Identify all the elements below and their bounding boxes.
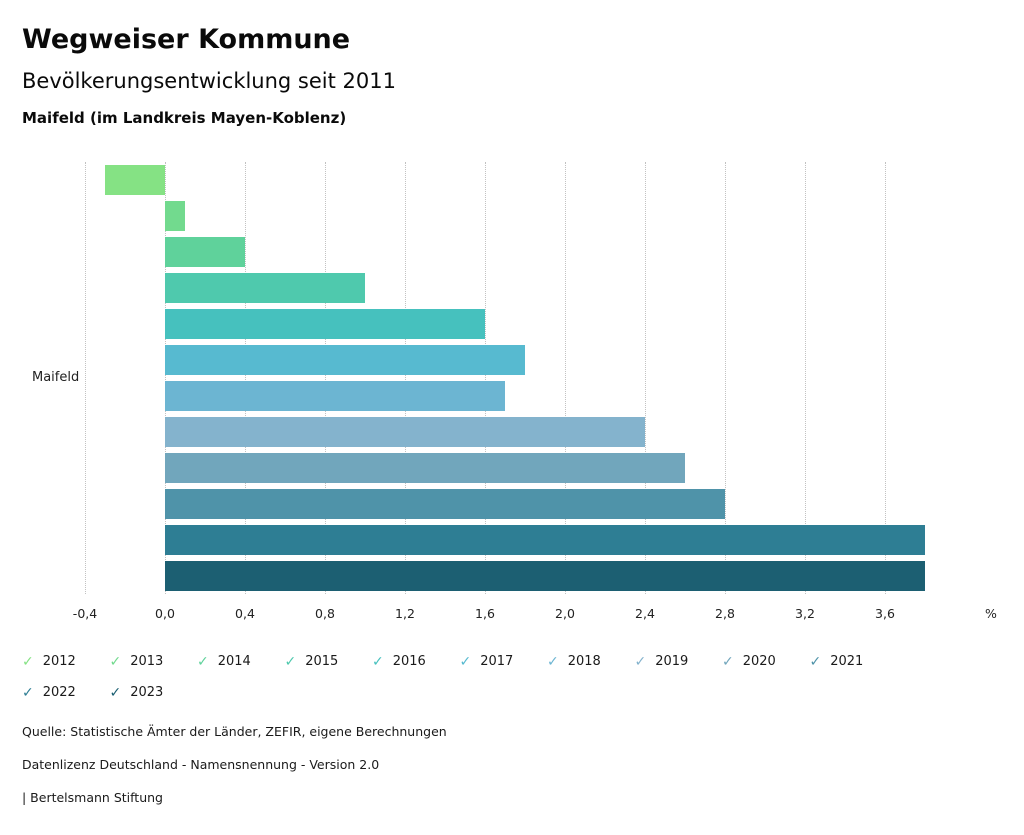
- legend-label: 2018: [567, 654, 601, 669]
- x-tick-label: 0,0: [155, 606, 175, 621]
- x-tick-label: 2,4: [635, 606, 655, 621]
- header: Wegweiser Kommune Bevölkerungsentwicklun…: [22, 24, 1002, 127]
- source-note: Quelle: Statistische Ämter der Länder, Z…: [22, 724, 447, 739]
- legend-item-2013[interactable]: ✓ 2013: [110, 653, 198, 671]
- x-tick-label: 2,8: [715, 606, 735, 621]
- legend-item-2012[interactable]: ✓ 2012: [22, 653, 110, 671]
- bar-2021[interactable]: [165, 489, 725, 519]
- legend-label: 2020: [742, 654, 776, 669]
- bar-2017[interactable]: [165, 345, 525, 375]
- bar-2013[interactable]: [165, 201, 185, 231]
- check-icon: ✓: [197, 654, 209, 670]
- bar-2020[interactable]: [165, 453, 685, 483]
- bar-2018[interactable]: [165, 381, 505, 411]
- gridline: [245, 162, 246, 594]
- check-icon: ✓: [372, 654, 384, 670]
- gridline: [325, 162, 326, 594]
- bar-2014[interactable]: [165, 237, 245, 267]
- legend-item-2016[interactable]: ✓ 2016: [372, 653, 460, 671]
- bar-2023[interactable]: [165, 561, 925, 591]
- bar-2019[interactable]: [165, 417, 645, 447]
- check-icon: ✓: [722, 654, 734, 670]
- check-icon: ✓: [22, 685, 34, 701]
- page-title: Wegweiser Kommune: [22, 24, 351, 55]
- x-tick-label: -0,4: [72, 606, 98, 621]
- chart-title: Bevölkerungsentwicklung seit 2011: [22, 69, 396, 93]
- check-icon: ✓: [547, 654, 559, 670]
- legend-label: 2023: [130, 685, 164, 700]
- bar-2012[interactable]: [105, 165, 165, 195]
- check-icon: ✓: [109, 654, 122, 670]
- plot-area: [85, 162, 975, 594]
- bar-2016[interactable]: [165, 309, 485, 339]
- x-tick-label: 0,4: [235, 606, 255, 621]
- region-title: Maifeld (im Landkreis Mayen-Koblenz): [22, 109, 347, 127]
- legend-item-2021[interactable]: ✓ 2021: [810, 653, 898, 671]
- check-icon: ✓: [459, 654, 472, 670]
- gridline: [725, 162, 726, 594]
- x-tick-label: 2,0: [555, 606, 575, 621]
- gridline: [485, 162, 486, 594]
- check-icon: ✓: [809, 654, 822, 670]
- gridline: [565, 162, 566, 594]
- legend-label: 2017: [480, 654, 514, 669]
- x-tick-label: 1,6: [475, 606, 495, 621]
- x-tick-label: 1,2: [395, 606, 415, 621]
- x-tick-label: 3,2: [795, 606, 815, 621]
- check-icon: ✓: [284, 654, 297, 670]
- x-tick-label: 3,6: [875, 606, 895, 621]
- bar-2015[interactable]: [165, 273, 365, 303]
- y-axis-label: Maifeld: [32, 370, 80, 385]
- legend: ✓ 2012 ✓ 2013 ✓ 2014 ✓ 2015 ✓ 2016 ✓ 2017 ✓ 2018 ✓ 2019…: [22, 653, 922, 715]
- footer: Quelle: Statistische Ämter der Länder, Z…: [22, 724, 1002, 805]
- legend-item-2015[interactable]: ✓ 2015: [285, 653, 373, 671]
- legend-label: 2014: [217, 654, 251, 669]
- gridline: [405, 162, 406, 594]
- legend-item-2022[interactable]: ✓ 2022: [22, 684, 110, 702]
- legend-label: 2016: [392, 654, 426, 669]
- legend-item-2019[interactable]: ✓ 2019: [635, 653, 723, 671]
- check-icon: ✓: [109, 685, 122, 701]
- legend-label: 2015: [305, 654, 339, 669]
- legend-label: 2021: [830, 654, 864, 669]
- bar-chart: Maifeld % -0,4 0,0 0,4 0,8 1,2 1,6 2,0 2,4 2,8 3,…: [22, 162, 1002, 627]
- gridline: [885, 162, 886, 594]
- x-tick-label: 0,8: [315, 606, 335, 621]
- legend-item-2017[interactable]: ✓ 2017: [460, 653, 548, 671]
- gridline: [645, 162, 646, 594]
- legend-label: 2012: [42, 654, 76, 669]
- legend-item-2023[interactable]: ✓ 2023: [110, 684, 198, 702]
- legend-label: 2022: [42, 685, 76, 700]
- license-note: Datenlizenz Deutschland - Namensnennung …: [22, 757, 380, 772]
- publisher-note: | Bertelsmann Stiftung: [22, 790, 163, 805]
- legend-item-2020[interactable]: ✓ 2020: [722, 653, 810, 671]
- legend-item-2014[interactable]: ✓ 2014: [197, 653, 285, 671]
- gridline: [85, 162, 86, 594]
- legend-item-2018[interactable]: ✓ 2018: [547, 653, 635, 671]
- check-icon: ✓: [634, 654, 647, 670]
- gridline: [165, 162, 166, 594]
- check-icon: ✓: [22, 654, 34, 670]
- bar-2022[interactable]: [165, 525, 925, 555]
- gridline: [805, 162, 806, 594]
- x-axis-unit-label: %: [985, 606, 997, 621]
- x-axis: % -0,4 0,0 0,4 0,8 1,2 1,6 2,0 2,4 2,8 3,2 3,6: [73, 606, 1024, 624]
- legend-label: 2019: [655, 654, 689, 669]
- legend-label: 2013: [130, 654, 164, 669]
